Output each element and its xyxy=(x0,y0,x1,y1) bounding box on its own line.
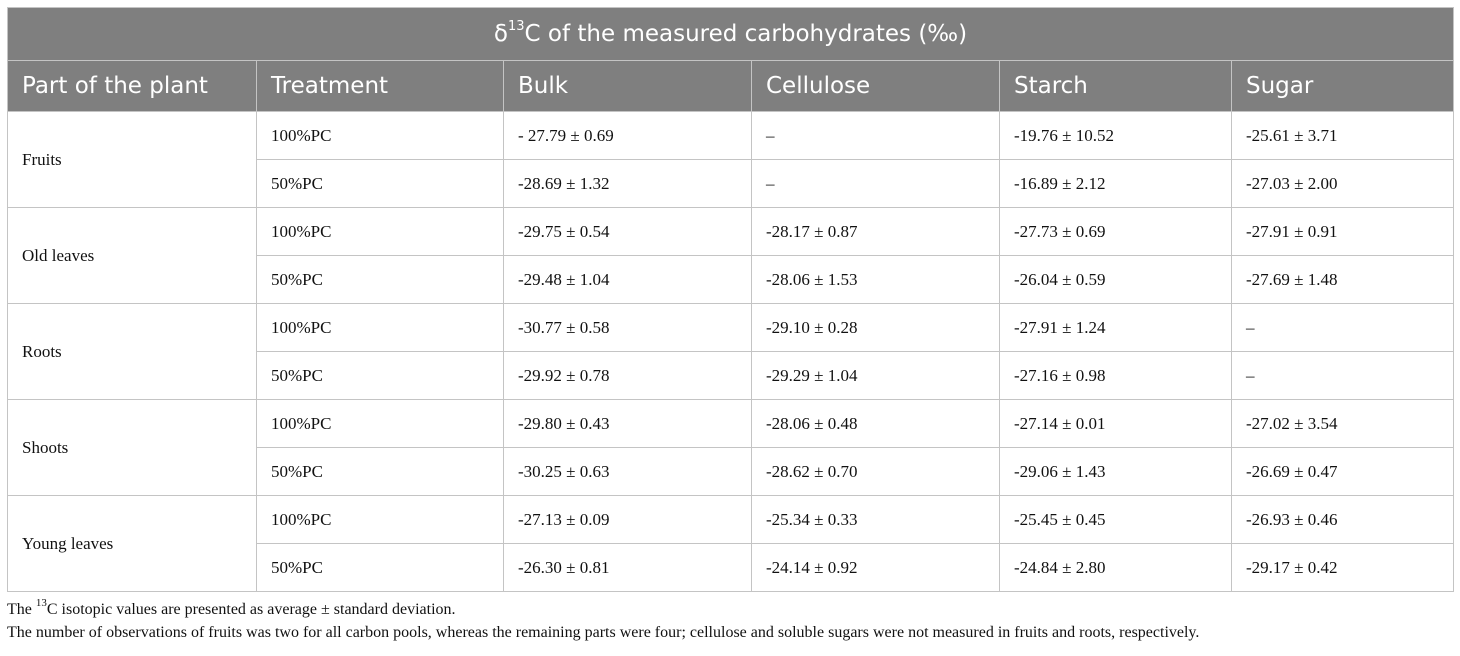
bulk-cell: -26.30 ± 0.81 xyxy=(503,543,752,592)
header-cellulose: Cellulose xyxy=(751,60,1000,112)
cellulose-cell: – xyxy=(751,111,1000,160)
treatment-cell: 50%PC xyxy=(256,351,504,400)
cellulose-cell: -29.29 ± 1.04 xyxy=(751,351,1000,400)
footnote-1-text: C isotopic values are presented as avera… xyxy=(46,601,456,618)
table-row: Old leaves 100%PC -29.75 ± 0.54 -28.17 ±… xyxy=(7,207,1455,304)
bulk-cell: - 27.79 ± 0.69 xyxy=(503,111,752,160)
footnote-1: The 13C isotopic values are presented as… xyxy=(7,596,1453,621)
starch-cell: -19.76 ± 10.52 xyxy=(999,111,1232,160)
header-bulk: Bulk xyxy=(503,60,752,112)
header-sugar: Sugar xyxy=(1230,60,1455,112)
title-text: C of the measured carbohydrates (‰) xyxy=(524,21,968,47)
sugar-cell: -26.69 ± 0.47 xyxy=(1230,447,1455,496)
starch-cell: -27.14 ± 0.01 xyxy=(999,399,1232,448)
table-row: Shoots 100%PC -29.80 ± 0.43 -28.06 ± 0.4… xyxy=(7,399,1455,496)
cellulose-cell: -28.17 ± 0.87 xyxy=(751,207,1000,256)
treatment-cell: 100%PC xyxy=(256,303,504,352)
treatment-cell: 100%PC xyxy=(256,495,504,544)
table-row: 50%PC -29.48 ± 1.04 -28.06 ± 1.53 -26.04… xyxy=(8,255,1455,304)
table-container: δ13C of the measured carbohydrates (‰) P… xyxy=(6,7,1455,644)
cellulose-cell: -28.62 ± 0.70 xyxy=(751,447,1000,496)
starch-cell: -25.45 ± 0.45 xyxy=(999,495,1232,544)
starch-cell: -29.06 ± 1.43 xyxy=(999,447,1232,496)
table-row: 50%PC -30.25 ± 0.63 -28.62 ± 0.70 -29.06… xyxy=(8,447,1455,496)
cellulose-cell: -28.06 ± 0.48 xyxy=(751,399,1000,448)
table-row: Roots 100%PC -30.77 ± 0.58 -29.10 ± 0.28… xyxy=(7,303,1455,400)
bulk-cell: -29.48 ± 1.04 xyxy=(503,255,752,304)
treatment-cell: 100%PC xyxy=(256,207,504,256)
table-title: δ13C of the measured carbohydrates (‰) xyxy=(6,7,1455,61)
bulk-cell: -30.25 ± 0.63 xyxy=(503,447,752,496)
starch-cell: -26.04 ± 0.59 xyxy=(999,255,1232,304)
sugar-cell: – xyxy=(1230,303,1455,352)
sugar-cell: -27.02 ± 3.54 xyxy=(1230,399,1455,448)
sugar-cell: -27.91 ± 0.91 xyxy=(1230,207,1455,256)
starch-cell: -16.89 ± 2.12 xyxy=(999,159,1232,208)
title-superscript: 13 xyxy=(507,19,525,35)
bulk-cell: -30.77 ± 0.58 xyxy=(503,303,752,352)
cellulose-cell: -25.34 ± 0.33 xyxy=(751,495,1000,544)
treatment-cell: 100%PC xyxy=(256,111,504,160)
header-treatment: Treatment xyxy=(256,60,504,112)
cellulose-cell: -24.14 ± 0.92 xyxy=(751,543,1000,592)
starch-cell: -27.16 ± 0.98 xyxy=(999,351,1232,400)
bulk-cell: -29.92 ± 0.78 xyxy=(503,351,752,400)
treatment-cell: 50%PC xyxy=(256,159,504,208)
table-body: Fruits 100%PC - 27.79 ± 0.69 – -19.76 ± … xyxy=(7,111,1455,592)
treatment-cell: 50%PC xyxy=(256,447,504,496)
table-row: 50%PC -28.69 ± 1.32 – -16.89 ± 2.12 -27.… xyxy=(8,159,1455,208)
title-delta: δ xyxy=(493,21,508,47)
part-cell: Fruits xyxy=(7,111,257,208)
sugar-cell: -27.69 ± 1.48 xyxy=(1230,255,1455,304)
header-part: Part of the plant xyxy=(7,60,257,112)
table-row: 50%PC -26.30 ± 0.81 -24.14 ± 0.92 -24.84… xyxy=(8,543,1455,592)
cellulose-cell: – xyxy=(751,159,1000,208)
carbohydrate-isotope-table: δ13C of the measured carbohydrates (‰) P… xyxy=(6,7,1455,592)
bulk-cell: -27.13 ± 0.09 xyxy=(503,495,752,544)
footnote-2: The number of observations of fruits was… xyxy=(7,624,1200,641)
sugar-cell: -25.61 ± 3.71 xyxy=(1230,111,1455,160)
part-cell: Old leaves xyxy=(7,207,257,304)
treatment-cell: 50%PC xyxy=(256,543,504,592)
table-footnotes: The 13C isotopic values are presented as… xyxy=(7,596,1453,644)
table-row: Young leaves 100%PC -27.13 ± 0.09 -25.34… xyxy=(7,495,1455,592)
part-cell: Shoots xyxy=(7,399,257,496)
header-starch: Starch xyxy=(999,60,1232,112)
sugar-cell: -29.17 ± 0.42 xyxy=(1230,543,1455,592)
starch-cell: -27.73 ± 0.69 xyxy=(999,207,1232,256)
sugar-cell: -26.93 ± 0.46 xyxy=(1230,495,1455,544)
bulk-cell: -29.75 ± 0.54 xyxy=(503,207,752,256)
bulk-cell: -29.80 ± 0.43 xyxy=(503,399,752,448)
treatment-cell: 100%PC xyxy=(256,399,504,448)
bulk-cell: -28.69 ± 1.32 xyxy=(503,159,752,208)
starch-cell: -24.84 ± 2.80 xyxy=(999,543,1232,592)
table-row: Fruits 100%PC - 27.79 ± 0.69 – -19.76 ± … xyxy=(7,111,1455,208)
treatment-cell: 50%PC xyxy=(256,255,504,304)
starch-cell: -27.91 ± 1.24 xyxy=(999,303,1232,352)
sugar-cell: – xyxy=(1230,351,1455,400)
cellulose-cell: -29.10 ± 0.28 xyxy=(751,303,1000,352)
footnote-1-superscript: 13 xyxy=(35,596,47,609)
cellulose-cell: -28.06 ± 1.53 xyxy=(751,255,1000,304)
part-cell: Roots xyxy=(7,303,257,400)
table-title-row: δ13C of the measured carbohydrates (‰) xyxy=(6,7,1455,61)
part-cell: Young leaves xyxy=(7,495,257,592)
column-header-row: Part of the plant Treatment Bulk Cellulo… xyxy=(7,60,1455,112)
footnote-1-prefix: The xyxy=(7,601,36,618)
sugar-cell: -27.03 ± 2.00 xyxy=(1230,159,1455,208)
